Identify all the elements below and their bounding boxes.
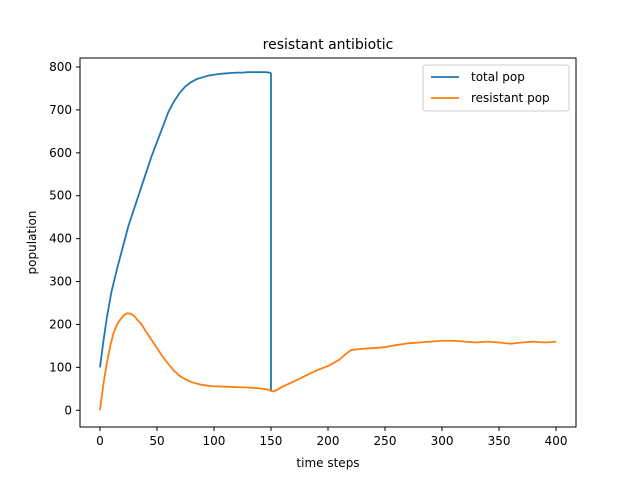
series-line-2	[99, 312, 557, 411]
legend-label: resistant pop	[471, 91, 550, 105]
x-tick-label: 350	[488, 434, 511, 448]
x-tick-label: 100	[203, 434, 226, 448]
x-tick-label: 300	[431, 434, 454, 448]
y-tick-label: 700	[49, 103, 72, 117]
y-tick-label: 200	[49, 317, 72, 331]
legend-box	[422, 64, 570, 112]
x-tick-label: 150	[260, 434, 283, 448]
x-tick-label: 250	[374, 434, 397, 448]
plot-lines	[99, 71, 557, 411]
x-axis-ticks: 0 50 100 150 200 250 300 350 400	[96, 427, 567, 448]
x-tick-label: 400	[545, 434, 568, 448]
y-tick-label: 300	[49, 275, 72, 289]
y-tick-label: 600	[49, 146, 72, 160]
chart-title: resistant antibiotic	[263, 37, 394, 53]
x-tick-label: 50	[149, 434, 164, 448]
y-tick-label: 0	[64, 403, 72, 417]
y-axis-ticks: 0 100 200 300 400 500 600 700 800	[49, 60, 80, 417]
y-tick-label: 500	[49, 189, 72, 203]
x-tick-label: 200	[317, 434, 340, 448]
y-axis-label: population	[25, 211, 39, 275]
y-tick-label: 400	[49, 232, 72, 246]
y-tick-label: 100	[49, 360, 72, 374]
series-line-1	[99, 71, 272, 391]
legend-label: total pop	[471, 70, 525, 84]
x-tick-label: 0	[96, 434, 104, 448]
y-tick-label: 800	[49, 60, 72, 74]
x-axis-label: time steps	[296, 456, 359, 470]
legend: total pop resistant pop	[422, 64, 570, 112]
